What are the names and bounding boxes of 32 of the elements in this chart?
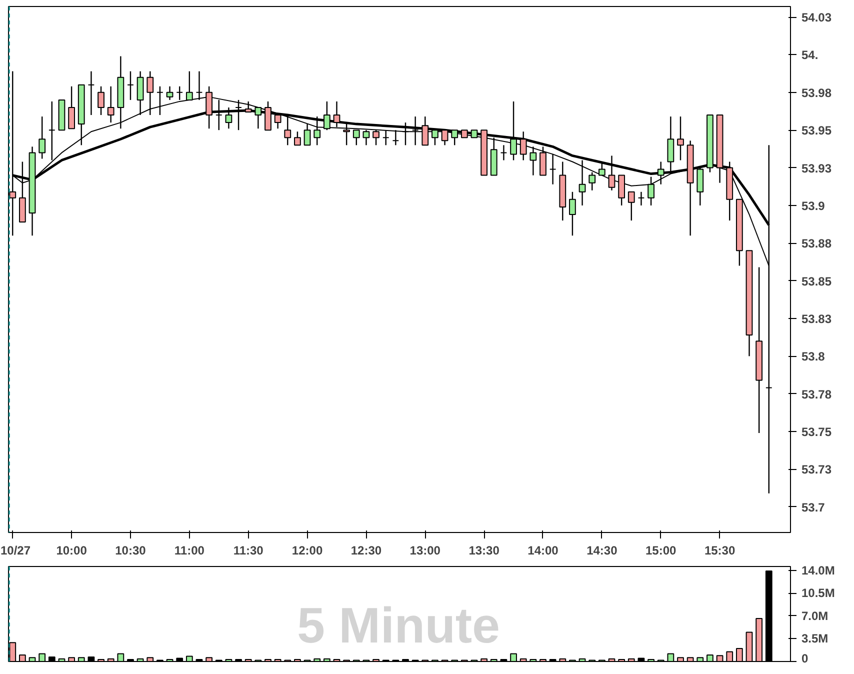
y-tick-label: 7.0M <box>802 608 828 623</box>
x-tick-label: 10:00 <box>56 544 88 558</box>
y-tick-label: 53.95 <box>802 124 832 138</box>
y-tick-label: 54. <box>802 48 818 62</box>
y-tick-label: 53.78 <box>802 387 832 402</box>
y-tick-label: 54.03 <box>802 10 832 25</box>
y-tick-label: 53.83 <box>802 312 832 326</box>
x-tick-label: 13:30 <box>468 544 500 558</box>
y-tick-label: 53.9 <box>802 198 826 213</box>
y-tick-label: 0 <box>802 652 808 666</box>
y-tick-label: 3.5M <box>802 632 828 646</box>
y-tick-label: 53.7 <box>802 500 826 514</box>
x-tick-label: 14:30 <box>586 544 618 558</box>
x-tick-label: 15:00 <box>646 544 677 558</box>
y-tick-label: 53.85 <box>802 274 832 288</box>
y-tick-label: 14.0M <box>802 563 835 578</box>
x-tick-label: 11:00 <box>174 544 205 558</box>
x-tick-label: 13:00 <box>410 544 441 558</box>
y-tick-label: 53.8 <box>802 350 826 364</box>
x-tick-label: 12:30 <box>350 544 382 558</box>
x-tick-label: 10/27 <box>0 544 31 558</box>
x-tick-label: 10:30 <box>115 544 146 558</box>
x-tick-label: 12:00 <box>292 544 323 558</box>
x-tick-label: 11:30 <box>233 544 264 558</box>
x-tick-label: 14:00 <box>528 544 559 558</box>
y-tick-label: 53.93 <box>802 161 832 176</box>
y-tick-label: 53.98 <box>802 86 832 100</box>
y-tick-label: 53.73 <box>802 462 832 477</box>
y-tick-label: 10.5M <box>802 586 835 600</box>
y-tick-label: 53.75 <box>802 425 832 440</box>
x-tick-label: 15:30 <box>704 544 736 558</box>
y-tick-label: 53.88 <box>802 236 832 251</box>
